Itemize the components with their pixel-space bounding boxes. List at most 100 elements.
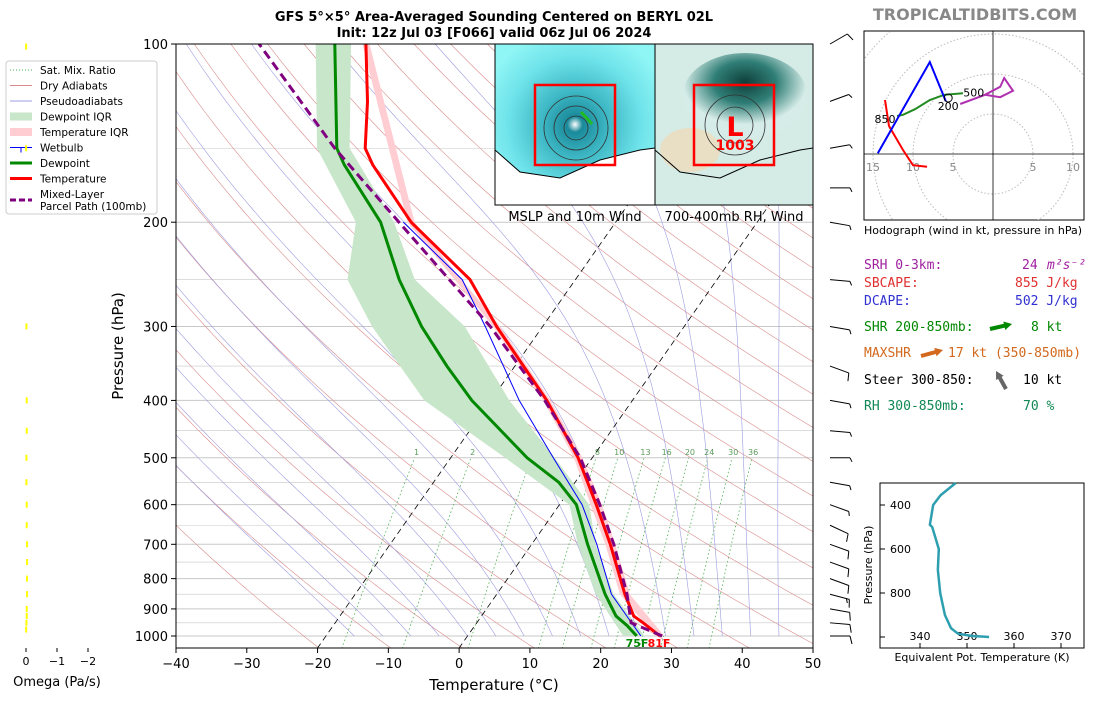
- barb-flag: [849, 95, 852, 98]
- omega-mark: [26, 613, 28, 619]
- theta-e-ytick-label: 800: [890, 587, 911, 600]
- legend-label: Parcel Path (100mb): [40, 201, 146, 213]
- x-tick-label: 10: [522, 657, 539, 672]
- wind-barb: [830, 326, 851, 334]
- mixing-ratio-label: 16: [662, 448, 672, 457]
- y-tick-label: 200: [143, 216, 168, 231]
- barb-staff: [830, 34, 847, 44]
- barb-staff: [830, 95, 849, 102]
- wind-barb: [830, 188, 852, 192]
- hodograph-ring-label: 15: [866, 161, 880, 174]
- low-center-pressure: 1003: [716, 138, 755, 154]
- barb-flag: [850, 145, 853, 149]
- x-tick-label: −10: [375, 657, 402, 672]
- x-tick-label: 0: [455, 657, 463, 672]
- barb-staff: [830, 623, 850, 625]
- hodograph-ring-label: 10: [1066, 161, 1080, 174]
- barb-flag: [849, 512, 850, 516]
- wind-barb: [830, 95, 852, 102]
- arrow-northeast-icon: [934, 348, 943, 356]
- theta-e-xtick-label: 370: [1051, 630, 1072, 643]
- legend-label: Dewpoint: [40, 158, 90, 170]
- omega-tick-label: −1: [49, 655, 65, 668]
- x-tick-label: −40: [162, 657, 189, 672]
- x-axis-label: Temperature (°C): [428, 676, 558, 694]
- barb-staff: [830, 145, 850, 148]
- stat-dcape-value: 502 J/kg: [1015, 294, 1078, 309]
- wind-barb: [830, 222, 851, 230]
- hodograph-ring-label: 10: [906, 161, 920, 174]
- stat-maxshr-label: MAXSHR: [864, 346, 911, 361]
- wind-barb: [830, 458, 852, 462]
- legend-swatch: [10, 113, 32, 121]
- wind-barb: [830, 623, 851, 633]
- stat-rh-value: 70 %: [1023, 399, 1054, 414]
- stat-sbcape-value: 855 J/kg: [1015, 276, 1078, 291]
- omega-mark: [26, 576, 28, 582]
- wind-barb: [830, 280, 852, 286]
- wind-barb: [830, 544, 849, 559]
- hodograph-pressure-label: 850: [875, 113, 896, 126]
- hodograph-pressure-label: 500: [963, 86, 984, 99]
- barb-flag: [850, 625, 851, 633]
- barb-flag: [850, 636, 852, 644]
- wind-barb: [830, 579, 849, 594]
- stat-steer-label: Steer 300-850:: [864, 373, 974, 388]
- stat-srh-label: SRH 0-3km:: [864, 258, 942, 273]
- barb-staff: [830, 366, 849, 373]
- wind-barb: [830, 609, 850, 621]
- omega-tick-label: 0: [23, 655, 30, 668]
- omega-mark: [26, 559, 28, 565]
- omega-mark: [26, 522, 28, 528]
- y-tick-label: 900: [143, 603, 168, 618]
- x-tick-label: 50: [805, 657, 822, 672]
- theta-e-xtick-label: 360: [1004, 630, 1025, 643]
- watermark: TROPICALTIDBITS.COM: [873, 5, 1077, 24]
- x-tick-label: −30: [233, 657, 260, 672]
- omega-mark: [26, 541, 28, 547]
- barb-staff: [830, 431, 850, 433]
- mixing-ratio-label: 13: [640, 448, 650, 457]
- omega-mark: [25, 479, 27, 485]
- barb-flag: [850, 188, 852, 192]
- mixing-ratio-label: 10: [614, 448, 624, 457]
- barb-flag: [850, 486, 851, 490]
- barb-staff: [830, 326, 850, 329]
- barb-staff: [830, 525, 848, 533]
- barb-flag: [848, 373, 849, 381]
- wind-barb: [830, 594, 849, 607]
- stat-shr-label: SHR 200-850mb:: [864, 320, 974, 335]
- title-line1: GFS 5°×5° Area-Averaged Sounding Centere…: [275, 10, 713, 25]
- mixing-ratio-label: 1: [414, 448, 419, 457]
- y-tick-label: 700: [143, 538, 168, 553]
- barb-flag: [850, 458, 852, 462]
- mixing-ratio-label: 20: [685, 448, 695, 457]
- stat-shr-value: 8 kt: [1031, 320, 1062, 335]
- omega-mark: [25, 323, 27, 329]
- barb-staff: [830, 562, 849, 569]
- mixing-ratio-label: 36: [748, 448, 758, 457]
- arrow-east-icon: [1003, 322, 1012, 330]
- y-tick-label: 400: [143, 394, 168, 409]
- stat-srh-unit: m²s⁻²: [1046, 258, 1086, 273]
- barb-staff: [830, 609, 850, 612]
- omega-tick-label: −2: [80, 655, 96, 668]
- legend-label: Wetbulb: [40, 143, 84, 155]
- wind-barb: [830, 400, 851, 408]
- barb-flag: [850, 404, 851, 408]
- mixing-ratio-label: 2: [470, 448, 475, 457]
- x-tick-label: 30: [663, 657, 680, 672]
- y-axis-label: Pressure (hPa): [109, 292, 127, 400]
- y-tick-label: 500: [143, 452, 168, 467]
- theta-e-xlabel: Equivalent Pot. Temperature (K): [894, 651, 1069, 664]
- x-tick-label: 20: [592, 657, 609, 672]
- barb-flag: [850, 281, 852, 285]
- hodograph-pressure-label: 200: [938, 100, 959, 113]
- barb-flag: [848, 585, 849, 593]
- barb-flag: [850, 432, 852, 436]
- stat-sbcape-label: SBCAPE:: [864, 276, 919, 291]
- mixing-ratio-label: 24: [704, 448, 714, 457]
